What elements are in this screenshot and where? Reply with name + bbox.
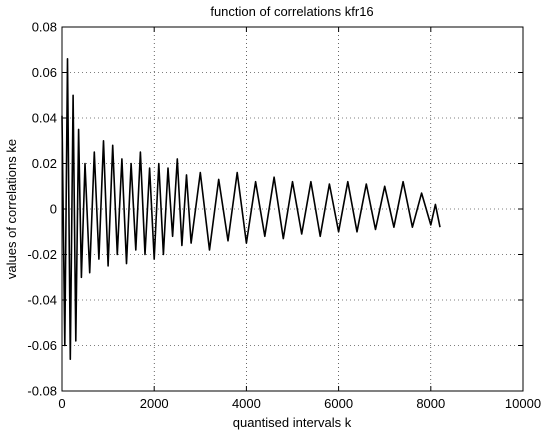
y-tick-labels: 0.08 0.06 0.04 0.02 0 -0.02 -0.04 -0.06 -0.08 (27, 20, 57, 399)
y-tick-label: 0.04 (32, 111, 57, 126)
y-tick-label: -0.04 (27, 293, 57, 308)
y-axis-label: values of correlations ke (4, 139, 19, 279)
x-tick-label: 6000 (324, 396, 353, 411)
y-tick-label: 0 (50, 202, 57, 217)
grid-lines (62, 27, 523, 391)
y-tick-label: -0.06 (27, 338, 57, 353)
y-tick-label: 0.06 (32, 65, 57, 80)
x-tick-label: 2000 (140, 396, 169, 411)
x-tick-label: 4000 (232, 396, 261, 411)
y-tick-label: -0.02 (27, 247, 57, 262)
tick-marks (61, 26, 524, 392)
x-axis-label: quantised intervals k (233, 415, 352, 430)
series-line (61, 57, 441, 361)
series-line-group (61, 57, 441, 361)
plot-area-frame (61, 26, 524, 392)
y-tick-label: 0.08 (32, 20, 57, 35)
chart-title: function of correlations kfr16 (210, 4, 373, 19)
y-tick-label: -0.08 (27, 384, 57, 399)
y-tick-label: 0.02 (32, 156, 57, 171)
x-tick-label: 8000 (416, 396, 445, 411)
x-tick-labels: 0 2000 4000 6000 8000 10000 (58, 396, 541, 411)
x-tick-label: 0 (58, 396, 65, 411)
x-tick-label: 10000 (505, 396, 541, 411)
